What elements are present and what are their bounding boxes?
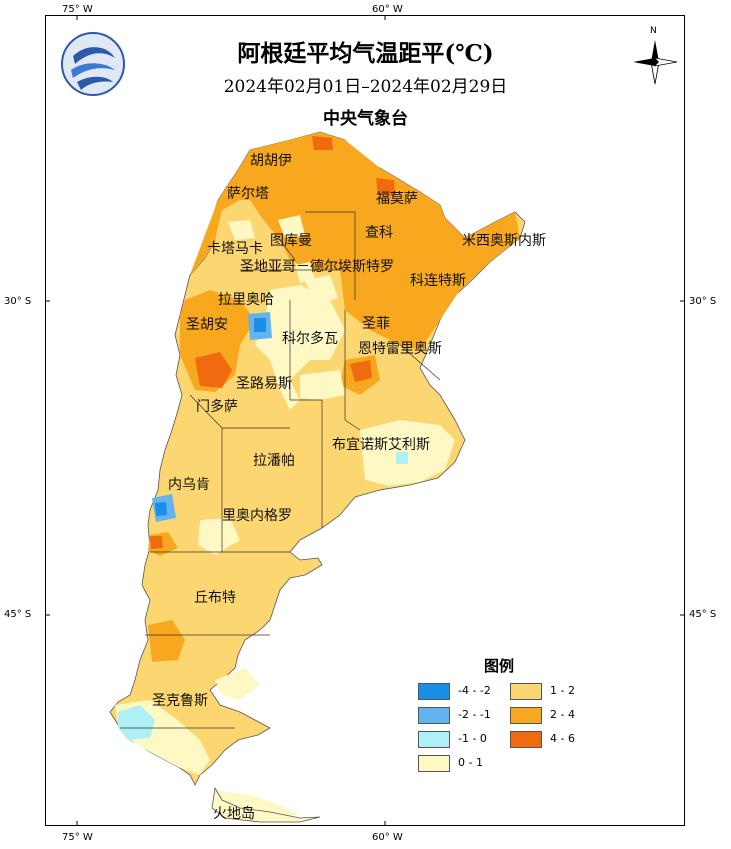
legend-swatch <box>418 731 450 748</box>
region-label: 卡塔马卡 <box>207 241 263 257</box>
legend-swatch <box>418 707 450 724</box>
legend-label: 0 - 1 <box>458 756 483 769</box>
tick-top-60w: 60° W <box>372 4 403 15</box>
date-range: 2024年02月01日–2024年02月29日 <box>223 77 508 97</box>
region-label: 科连特斯 <box>410 273 466 289</box>
legend-label: -2 - -1 <box>458 708 491 721</box>
agency-name: 中央气象台 <box>323 109 408 129</box>
legend-label: 1 - 2 <box>550 684 575 697</box>
region-label: 恩特雷里奥斯 <box>358 341 442 357</box>
region-label: 圣胡安 <box>186 317 228 333</box>
legend-swatch <box>418 683 450 700</box>
legend-label: -1 - 0 <box>458 732 487 745</box>
tick-bottom-75w: 75° W <box>62 832 93 843</box>
province-borders <box>120 211 441 729</box>
region-label: 圣路易斯 <box>236 376 292 392</box>
tick-right-30s: 30° S <box>689 296 717 307</box>
region-label: 圣菲 <box>362 316 390 332</box>
legend-swatch <box>510 731 542 748</box>
region-label: 米西奥斯内斯 <box>462 233 546 249</box>
legend-label: 2 - 4 <box>550 708 575 721</box>
tick-marks <box>45 15 685 826</box>
legend-swatch <box>510 683 542 700</box>
legend: 图例 -4 - -2 -2 - -1 -1 - 0 0 - 1 1 - 2 2 … <box>418 655 598 775</box>
region-label: 查科 <box>365 225 393 241</box>
legend-swatch <box>510 707 542 724</box>
anomaly-cold <box>118 312 408 740</box>
region-label: 圣地亚哥－德尔埃斯特罗 <box>240 259 394 275</box>
region-label: 福莫萨 <box>376 191 418 207</box>
region-label: 里奥内格罗 <box>222 508 292 524</box>
tick-right-45s: 45° S <box>689 609 717 620</box>
region-label: 丘布特 <box>194 590 236 606</box>
region-label: 胡胡伊 <box>250 153 292 169</box>
region-label: 图库曼 <box>270 233 312 249</box>
region-label: 科尔多瓦 <box>282 331 338 347</box>
region-label: 拉潘帕 <box>253 453 295 469</box>
legend-label: 4 - 6 <box>550 732 575 745</box>
tierra-del-fuego <box>211 786 321 823</box>
region-label: 布宜诺斯艾利斯 <box>332 437 430 453</box>
compass-icon <box>633 40 678 85</box>
anomaly-4-6 <box>150 136 395 549</box>
compass-north-label: N <box>650 26 657 36</box>
region-label: 萨尔塔 <box>227 186 269 202</box>
legend-label: -4 - -2 <box>458 684 491 697</box>
tick-bottom-60w: 60° W <box>372 832 403 843</box>
region-label: 拉里奥哈 <box>218 292 274 308</box>
legend-title: 图例 <box>484 657 515 675</box>
tick-left-30s: 30° S <box>4 296 32 307</box>
tick-top-75w: 75° W <box>62 4 93 15</box>
region-label: 火地岛 <box>213 806 255 822</box>
legend-swatch <box>418 755 450 772</box>
region-label: 圣克鲁斯 <box>152 693 208 709</box>
page-title: 阿根廷平均气温距平(℃) <box>237 40 494 67</box>
region-label: 内乌肯 <box>168 477 210 493</box>
tick-left-45s: 45° S <box>4 609 32 620</box>
region-label: 门多萨 <box>196 399 238 415</box>
cma-logo-icon <box>61 32 125 96</box>
